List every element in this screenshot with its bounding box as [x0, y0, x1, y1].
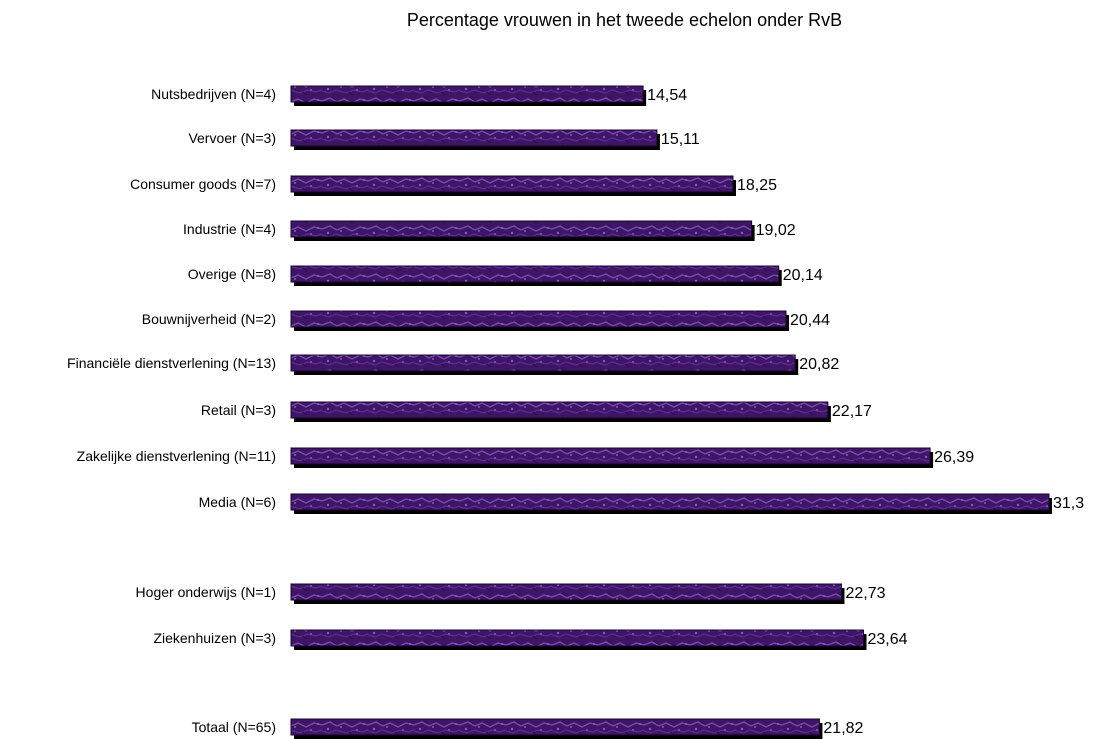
bar — [290, 310, 787, 328]
bar-group: Hoger onderwijs (N=1) 22,73 — [136, 583, 886, 604]
bar-group: Totaal (N=65) 21,82 — [192, 718, 864, 739]
bar-group: Financiële dienstverlening (N=13) 20,82 — [67, 354, 839, 375]
bar — [290, 85, 644, 103]
bar-group: Overige (N=8) 20,14 — [188, 265, 823, 286]
value-label: 19,02 — [756, 222, 796, 239]
value-label: 26,39 — [934, 449, 974, 466]
bar — [290, 354, 796, 372]
category-label: Media (N=6) — [199, 494, 276, 510]
category-label: Industrie (N=4) — [183, 221, 276, 237]
category-label: Consumer goods (N=7) — [130, 176, 276, 192]
value-label: 21,82 — [823, 720, 863, 737]
bar — [290, 447, 931, 465]
category-label: Retail (N=3) — [201, 402, 276, 418]
category-label: Financiële dienstverlening (N=13) — [67, 355, 276, 371]
bar — [290, 629, 864, 647]
bar — [290, 220, 753, 238]
bar — [290, 493, 1050, 511]
bar-group: Bouwnijverheid (N=2) 20,44 — [142, 310, 830, 331]
value-label: 20,14 — [783, 267, 823, 284]
bar — [290, 718, 820, 736]
bar-group: Nutsbedrijven (N=4) 14,54 — [151, 85, 687, 106]
category-label: Ziekenhuizen (N=3) — [153, 630, 276, 646]
bar-group: Media (N=6) 31,3 — [199, 493, 1084, 514]
category-label: Nutsbedrijven (N=4) — [151, 86, 276, 102]
bar-group: Industrie (N=4) 19,02 — [183, 220, 796, 241]
bar-group: Zakelijke dienstverlening (N=11) 26,39 — [77, 447, 974, 468]
category-label: Hoger onderwijs (N=1) — [136, 584, 276, 600]
bar — [290, 583, 842, 601]
bar-group: Retail (N=3) 22,17 — [201, 401, 872, 422]
category-label: Bouwnijverheid (N=2) — [142, 311, 276, 327]
value-label: 20,82 — [799, 356, 839, 373]
value-label: 15,11 — [661, 131, 700, 148]
value-label: 23,64 — [867, 631, 907, 648]
category-label: Zakelijke dienstverlening (N=11) — [77, 448, 276, 464]
value-label: 20,44 — [790, 312, 830, 329]
value-label: 22,17 — [832, 403, 872, 420]
category-label: Vervoer (N=3) — [188, 130, 276, 146]
bar — [290, 175, 734, 193]
bar — [290, 129, 658, 147]
category-label: Totaal (N=65) — [192, 719, 276, 735]
bar — [290, 265, 780, 283]
bar-group: Ziekenhuizen (N=3) 23,64 — [153, 629, 908, 650]
bar-group: Consumer goods (N=7) 18,25 — [130, 175, 777, 196]
chart-title: Percentage vrouwen in het tweede echelon… — [406, 10, 843, 30]
bar-group: Vervoer (N=3) 15,11 — [188, 129, 700, 150]
category-label: Overige (N=8) — [188, 266, 276, 282]
value-label: 31,3 — [1053, 495, 1084, 512]
bar — [290, 401, 829, 419]
value-label: 18,25 — [737, 177, 777, 194]
value-label: 14,54 — [647, 87, 687, 104]
value-label: 22,73 — [845, 585, 885, 602]
